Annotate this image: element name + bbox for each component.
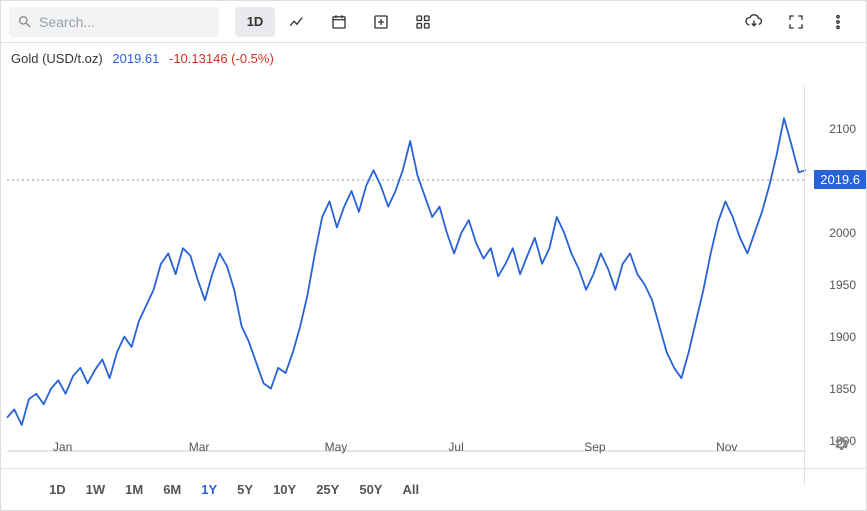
toolbar-buttons: 1D [235, 7, 443, 37]
range-1w[interactable]: 1W [78, 478, 114, 501]
range-1y[interactable]: 1Y [193, 478, 225, 501]
price-flag: 2019.6 [814, 170, 866, 189]
y-tick-label: 2100 [829, 122, 856, 136]
interval-button[interactable]: 1D [235, 7, 275, 37]
range-6m[interactable]: 6M [155, 478, 189, 501]
y-axis[interactable]: 1800185019001950200020502100 [804, 85, 866, 485]
y-tick-label: 1850 [829, 382, 856, 396]
gear-icon [832, 435, 850, 453]
y-tick-label: 2000 [829, 226, 856, 240]
range-10y[interactable]: 10Y [265, 478, 304, 501]
chart-settings-button[interactable] [832, 435, 850, 458]
range-5y[interactable]: 5Y [229, 478, 261, 501]
cloud-download-icon [745, 13, 763, 31]
chart-area[interactable]: 1800185019001950200020502100 2019.6 [1, 43, 866, 468]
x-tick-label: Mar [189, 440, 210, 454]
layout-button[interactable] [403, 7, 443, 37]
plus-square-icon [372, 13, 390, 31]
range-all[interactable]: All [394, 478, 427, 501]
calendar-icon [330, 13, 348, 31]
toolbar-right [734, 7, 858, 37]
search-input[interactable] [39, 14, 209, 30]
search-box[interactable] [9, 7, 219, 37]
toolbar: 1D [1, 1, 866, 43]
range-50y[interactable]: 50Y [351, 478, 390, 501]
price-chart [1, 43, 806, 463]
x-tick-label: Jul [448, 440, 463, 454]
date-range-button[interactable] [319, 7, 359, 37]
chart-style-button[interactable] [277, 7, 317, 37]
x-tick-label: Jan [53, 440, 72, 454]
more-button[interactable] [818, 7, 858, 37]
range-1m[interactable]: 1M [117, 478, 151, 501]
range-1d[interactable]: 1D [41, 478, 74, 501]
grid-icon [414, 13, 432, 31]
y-tick-label: 1950 [829, 278, 856, 292]
more-vertical-icon [829, 13, 847, 31]
range-selector: 1D1W1M6M1Y5Y10Y25Y50YAll [1, 468, 866, 510]
fullscreen-button[interactable] [776, 7, 816, 37]
x-axis-labels: Jan Mar May Jul Sep Nov [1, 440, 781, 458]
download-button[interactable] [734, 7, 774, 37]
add-indicator-button[interactable] [361, 7, 401, 37]
y-tick-label: 1900 [829, 330, 856, 344]
line-chart-icon [288, 13, 306, 31]
chart-app: 1D Gold [0, 0, 867, 511]
search-icon [17, 14, 33, 30]
x-tick-label: Sep [584, 440, 605, 454]
x-tick-label: Nov [716, 440, 737, 454]
fullscreen-icon [787, 13, 805, 31]
range-25y[interactable]: 25Y [308, 478, 347, 501]
x-tick-label: May [325, 440, 348, 454]
